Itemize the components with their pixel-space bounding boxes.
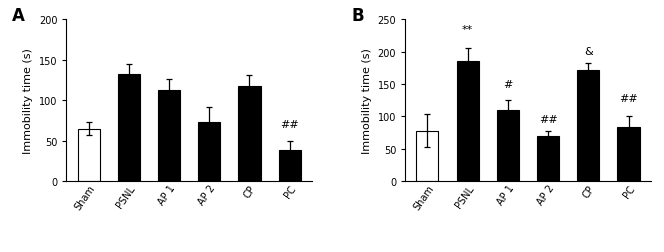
Bar [416,131,438,181]
Y-axis label: Immobility time (s): Immobility time (s) [23,48,33,153]
Bar [497,110,519,181]
Text: ##: ## [619,93,638,103]
Text: B: B [351,7,364,25]
Text: &: & [584,46,593,56]
Bar [457,62,479,181]
Bar [279,151,301,181]
Bar [199,122,220,181]
Text: ##: ## [539,115,558,125]
Bar [118,75,140,181]
Bar [158,90,180,181]
Bar [238,87,260,181]
Text: **: ** [462,25,473,35]
Text: ##: ## [280,120,299,130]
Bar [78,129,100,181]
Bar [537,136,559,181]
Y-axis label: Immobility time (s): Immobility time (s) [362,48,372,153]
Text: A: A [13,7,25,25]
Bar [618,128,639,181]
Bar [577,71,600,181]
Text: #: # [503,80,513,90]
